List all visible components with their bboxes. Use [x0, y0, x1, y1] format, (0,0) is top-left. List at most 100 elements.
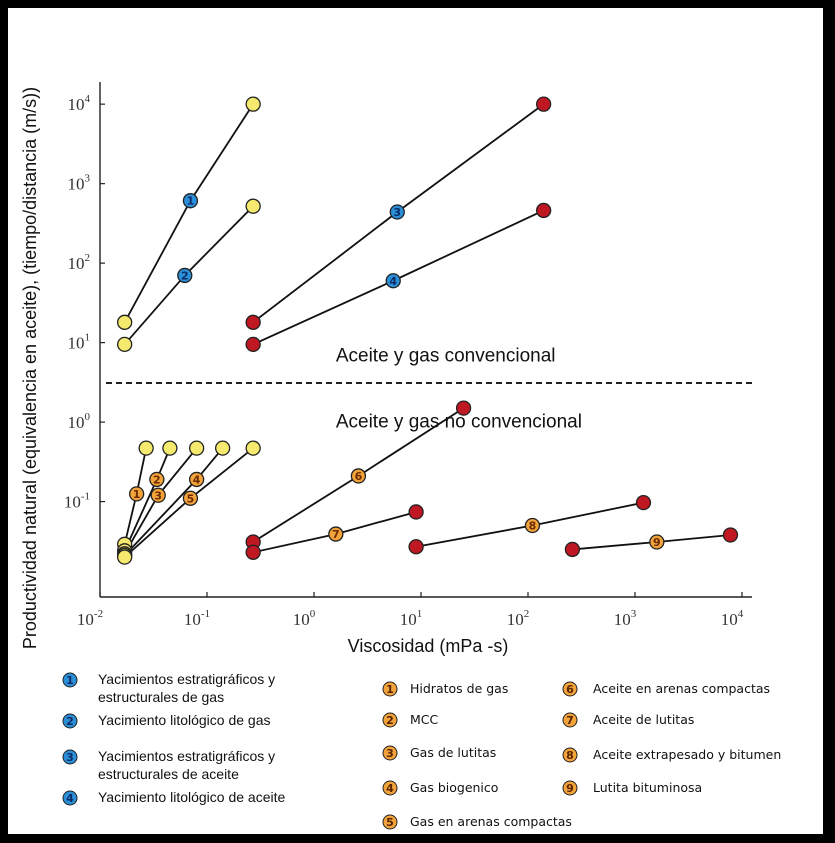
marker-number-no-convencional-8: 8 [529, 519, 537, 532]
axis-titles: Viscosidad (mPa -s) Productividad natural… [20, 87, 508, 656]
y-tick-exp: 0 [85, 411, 91, 423]
legend-orange-1-marker [382, 681, 398, 697]
data-point-no-convencional-7-2 [408, 504, 424, 520]
marker-number-convencional-3: 3 [393, 206, 401, 219]
data-point-convencional-1-2 [245, 96, 261, 112]
x-tick-base: 10 [184, 610, 201, 629]
legend-orange-4-marker [382, 780, 398, 796]
legend-orange-4-text: Gas biogenico [410, 780, 498, 795]
legend-orange-5-number: 5 [386, 816, 394, 829]
data-point-no-convencional-7-1 [328, 526, 344, 542]
legend-orange-5-text: Gas en arenas compactas [410, 814, 572, 829]
x-tick-label-2: 100 [293, 608, 316, 629]
x-tick-base: 10 [400, 610, 417, 629]
legend-orange-6-text: Aceite en arenas compactas [593, 681, 770, 696]
data-point-convencional-3-2 [535, 96, 552, 112]
x-tick-exp: 2 [524, 608, 530, 620]
legend-blue-1-marker [62, 672, 78, 688]
marker-number-no-convencional-7: 7 [332, 528, 340, 541]
data-point-no-convencional-8-1 [524, 517, 541, 534]
data-point-no-convencional-5-2 [245, 440, 261, 456]
legend-orange-3-number: 3 [386, 747, 394, 760]
legend-orange-7-number: 7 [566, 714, 574, 727]
legend-orange-2-number: 2 [386, 714, 394, 727]
x-tick-label-4: 102 [507, 608, 530, 629]
chart: 10-2 10-1 100 101 102 103 10410-11001011021031… [20, 82, 781, 830]
legend-blue-3-marker [62, 749, 78, 765]
data-point-convencional-2-0 [117, 336, 133, 353]
x-tick-base: 10 [293, 610, 310, 629]
legend-blue-3-text-0: Yacimientos estratigráficos y [98, 748, 275, 764]
x-tick-exp: -1 [201, 608, 210, 620]
region-label-1: Aceite y gas no convencional [336, 411, 582, 432]
axes [99, 82, 752, 598]
legend-orange-2-marker [382, 712, 398, 728]
y-tick-exp: 4 [85, 93, 91, 105]
marker-number-convencional-4: 4 [389, 275, 397, 288]
legend-orange-6-number: 6 [566, 683, 574, 696]
legend-blue-4-marker [62, 790, 78, 806]
data-point-convencional-2-2 [245, 198, 261, 214]
x-tick-base: 10 [77, 610, 94, 629]
marker-number-no-convencional-4: 4 [193, 473, 201, 486]
y-tick-label-2: 101 [68, 332, 91, 353]
legend-blue-3-number: 3 [66, 751, 74, 764]
x-tick-exp: 4 [738, 608, 744, 620]
legend-orange-3-text: Gas de lutitas [410, 745, 496, 760]
y-tick-base: 10 [68, 413, 85, 432]
legend-orange-9-number: 9 [566, 782, 574, 795]
legend-orange-4-number: 4 [386, 782, 394, 795]
series-lines [123, 103, 731, 558]
data-point-no-convencional-3-2 [188, 440, 205, 456]
x-axis-title: Viscosidad (mPa -s) [348, 636, 509, 656]
data-point-no-convencional-8-0 [408, 539, 424, 555]
y-tick-label-1: 100 [68, 411, 91, 432]
data-point-no-convencional-2-2 [162, 440, 178, 456]
data-point-convencional-4-2 [535, 202, 552, 219]
legend-blue-4-text-0: Yacimiento litológico de aceite [98, 789, 286, 805]
data-point-no-convencional-9-0 [564, 541, 581, 558]
legend: 1 Yacimientos estratigráficos y estructura… [62, 671, 781, 830]
legend-orange-9-marker [562, 780, 578, 796]
data-point-no-convencional-3-1 [150, 487, 166, 503]
region-label-0: Aceite y gas convencional [336, 345, 556, 366]
y-tick-base: 10 [68, 95, 85, 114]
legend-blue-2-text-0: Yacimiento litológico de gas [98, 712, 271, 728]
y-tick-base: 10 [68, 334, 85, 353]
data-point-convencional-3-1 [389, 204, 405, 220]
y-tick-label-5: 104 [68, 93, 91, 114]
legend-orange-1-text: Hidratos de gas [410, 681, 508, 696]
legend-blue-3-text-1: estructurales de aceite [98, 766, 239, 782]
y-tick-base: 10 [68, 254, 85, 273]
legend-blue-1-number: 1 [66, 674, 74, 687]
data-point-no-convencional-5-0 [117, 549, 133, 565]
legend-orange-7-marker [562, 712, 578, 728]
y-tick-base: 10 [68, 175, 85, 194]
y-tick-exp: -1 [81, 491, 90, 503]
marker-number-no-convencional-2: 2 [153, 473, 161, 486]
x-tick-label-1: 10-1 [184, 608, 210, 629]
legend-blue-4-number: 4 [66, 792, 74, 805]
y-tick-exp: 2 [85, 252, 91, 264]
data-point-no-convencional-5-1 [182, 490, 199, 506]
data-point-no-convencional-8-2 [635, 494, 652, 511]
marker-number-no-convencional-9: 9 [653, 536, 661, 549]
legend-blue-1-text-0: Yacimientos estratigráficos y [98, 671, 275, 687]
data-point-convencional-4-1 [385, 273, 401, 289]
x-tick-exp: -2 [94, 608, 103, 620]
marker-number-convencional-1: 1 [187, 195, 195, 208]
data-point-no-convencional-7-0 [245, 544, 261, 560]
data-point-no-convencional-6-1 [350, 468, 367, 484]
x-tick-exp: 0 [310, 608, 316, 620]
data-point-no-convencional-2-1 [149, 471, 165, 488]
marker-number-no-convencional-6: 6 [355, 470, 363, 483]
legend-blue-2-number: 2 [66, 715, 74, 728]
x-tick-exp: 1 [417, 608, 423, 620]
chart-frame: 10-2 10-1 100 101 102 103 104 10-1 100 101 102 103 1… [8, 8, 823, 834]
x-tick-base: 10 [614, 610, 631, 629]
data-point-no-convencional-9-1 [649, 534, 665, 550]
marker-number-no-convencional-1: 1 [133, 488, 141, 501]
data-point-no-convencional-9-2 [722, 527, 739, 543]
y-tick-label-0: 10-1 [64, 491, 90, 512]
